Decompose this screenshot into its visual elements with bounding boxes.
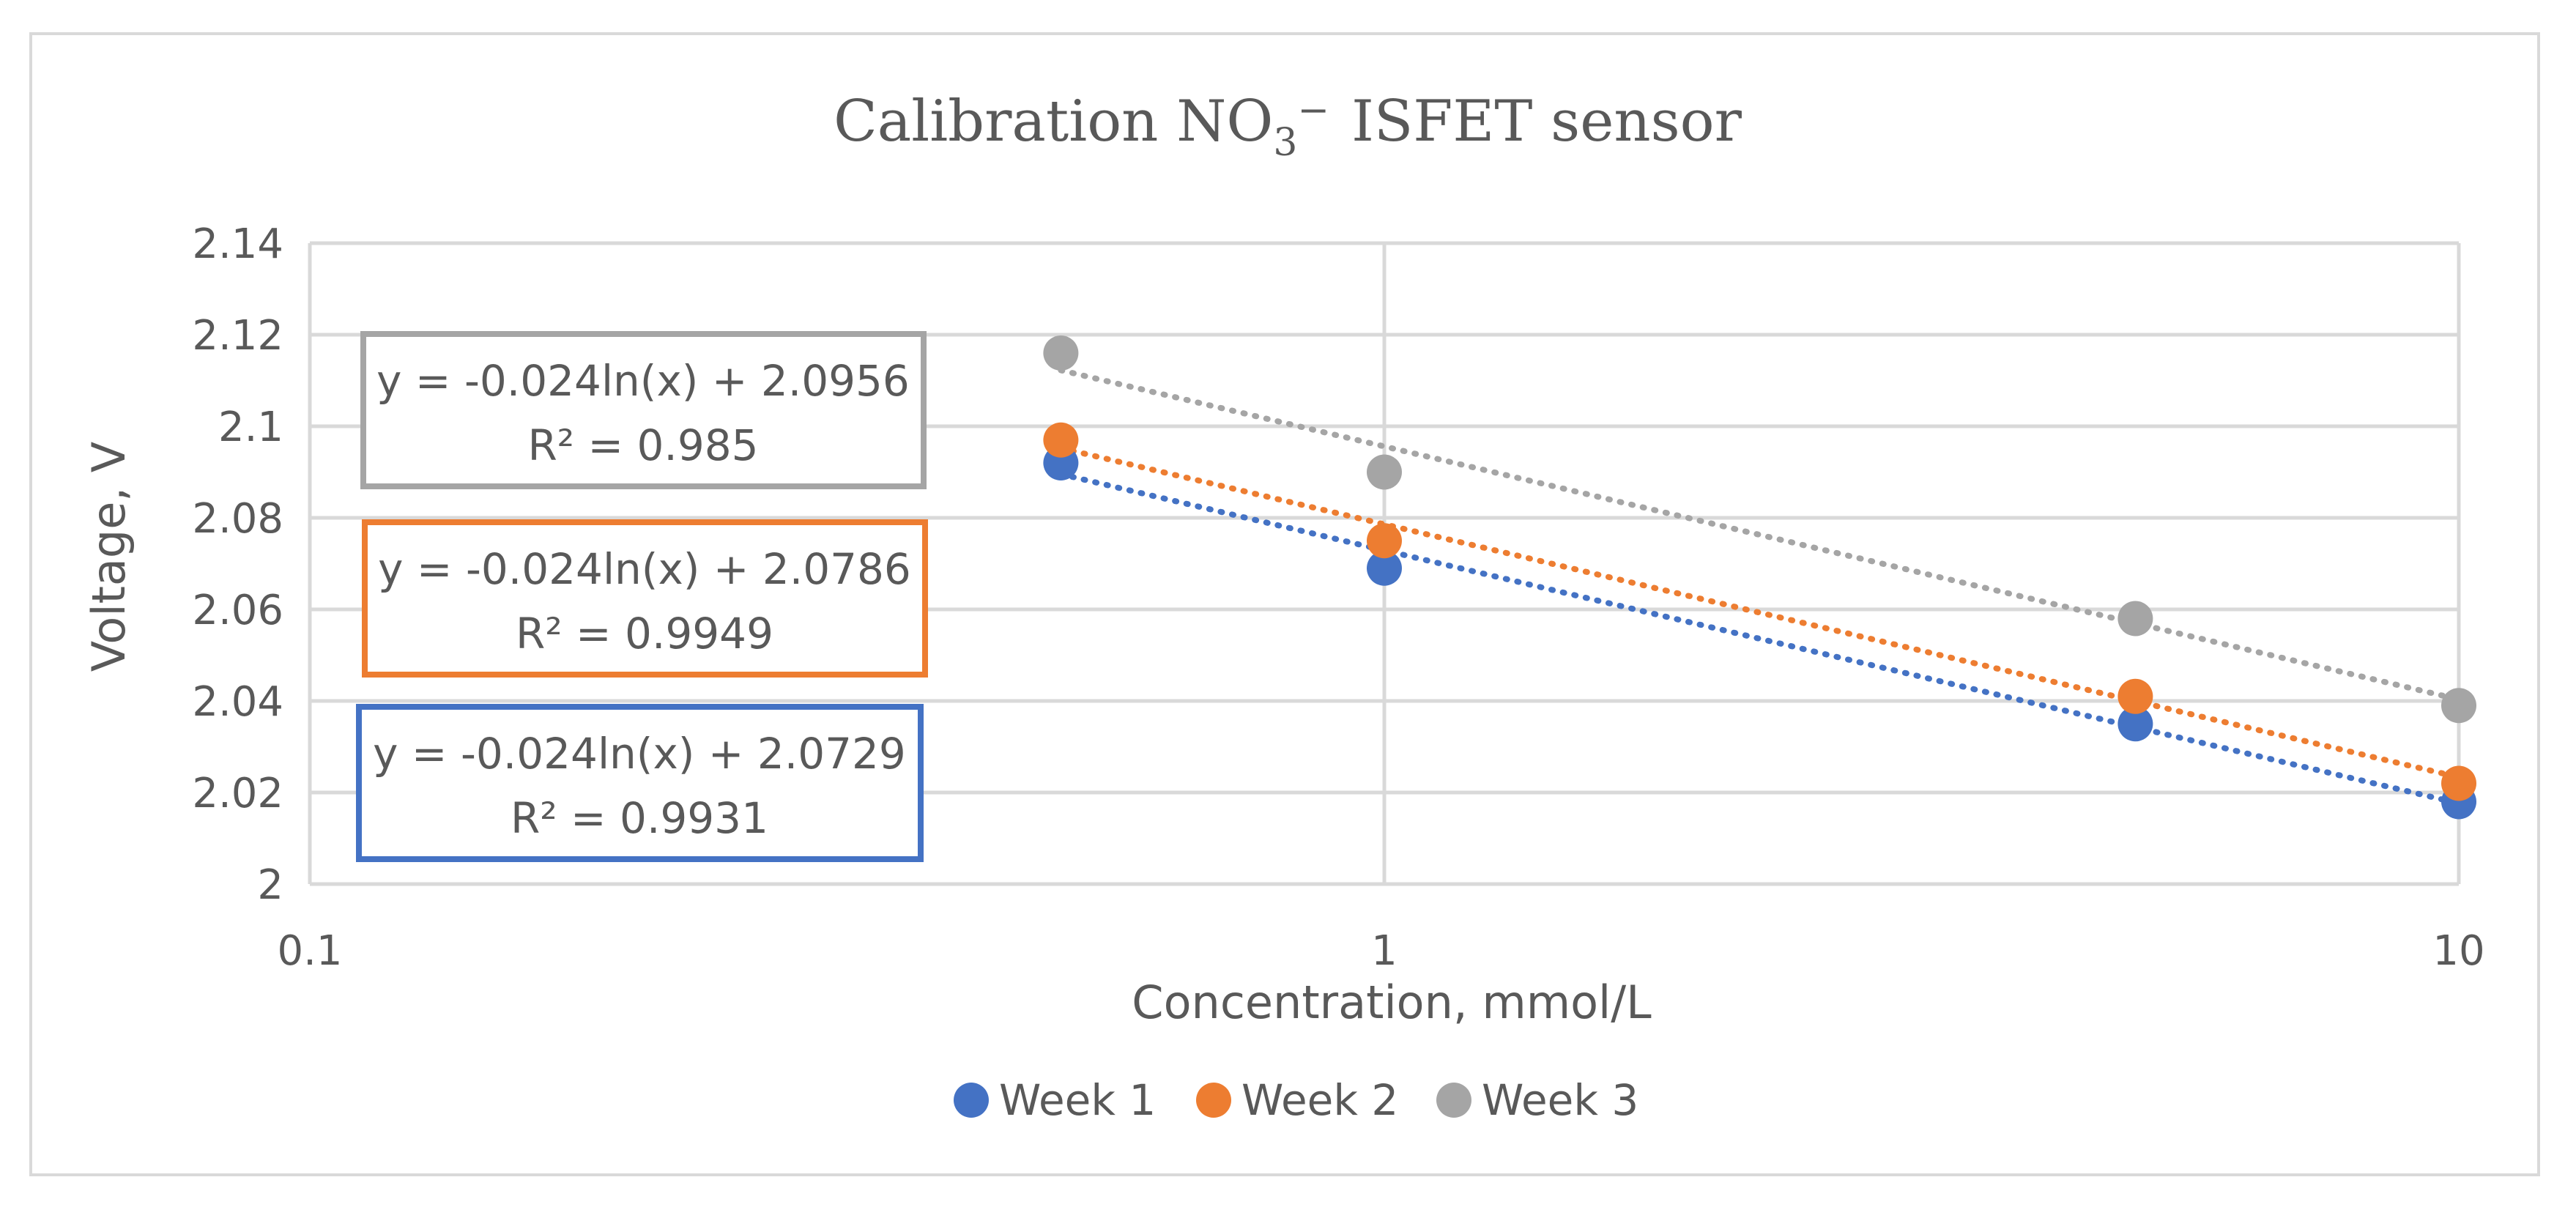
legend-label-week-3: Week 3 (1482, 1075, 1638, 1125)
equation-box-week-1-border (356, 704, 924, 862)
equation-box-week-3-border (360, 331, 927, 489)
r2-week-2: R² = 0.9949 (516, 609, 773, 658)
data-point-week-1 (1367, 550, 1402, 586)
equation-box-week-3: y = -0.024ln(x) + 2.0956 R² = 0.985 (360, 331, 927, 489)
trendline-week-2 (1058, 445, 2462, 781)
x-tick-labels: 0.1 1 10 (277, 927, 2484, 975)
data-point-week-3 (2441, 688, 2476, 724)
trendline-week-1 (1058, 471, 2462, 806)
r2-week-1: R² = 0.9931 (511, 793, 768, 843)
data-point-week-3 (1367, 454, 1402, 490)
y-tick-label: 2 (257, 861, 283, 909)
trendline-layer (1058, 367, 2462, 806)
data-point-week-3 (2117, 601, 2153, 636)
r2-week-3: R² = 0.985 (527, 420, 758, 470)
y-tick-label: 2.08 (192, 495, 283, 543)
equation-week-3: y = -0.024ln(x) + 2.0956 (376, 356, 910, 406)
legend: Week 1 Week 2 Week 3 (954, 1075, 1638, 1125)
equation-week-1: y = -0.024ln(x) + 2.0729 (373, 729, 906, 779)
data-point-week-2 (2117, 678, 2153, 714)
equation-week-2: y = -0.024ln(x) + 2.0786 (378, 544, 911, 594)
data-point-week-2 (2441, 765, 2476, 801)
chart-title-subscript: 3 (1273, 121, 1297, 165)
y-tick-label: 2.1 (218, 404, 283, 451)
y-tick-label: 2.02 (192, 770, 283, 817)
y-tick-labels: 2 2.02 2.04 2.06 2.08 2.1 2.12 2.14 (192, 220, 283, 909)
y-axis-label: Voltage, V (82, 442, 136, 672)
chart-title-suffix: ISFET sensor (1351, 89, 1742, 155)
legend-marker-week-2 (1196, 1083, 1231, 1118)
y-tick-label: 2.14 (192, 220, 283, 268)
equation-box-week-2-border (362, 519, 928, 678)
x-tick-label: 1 (1371, 927, 1398, 975)
legend-label-week-1: Week 1 (999, 1075, 1156, 1125)
legend-marker-week-3 (1436, 1083, 1471, 1118)
data-point-week-3 (1043, 335, 1079, 371)
trendline-week-3 (1058, 367, 2462, 702)
data-point-week-2 (1043, 422, 1079, 458)
x-tick-label: 10 (2432, 927, 2484, 975)
equation-box-week-1: y = -0.024ln(x) + 2.0729 R² = 0.9931 (356, 704, 924, 862)
y-tick-label: 2.04 (192, 678, 283, 726)
data-point-week-1 (2117, 706, 2153, 742)
x-tick-label: 0.1 (277, 927, 342, 975)
chart-title-superscript: − (1297, 89, 1329, 133)
point-layer (1043, 335, 2476, 820)
equation-box-week-2: y = -0.024ln(x) + 2.0786 R² = 0.9949 (362, 519, 928, 678)
x-axis-label: Concentration, mmol/L (1132, 976, 1652, 1029)
data-point-week-2 (1367, 523, 1402, 559)
chart-title-prefix: Calibration NO (834, 89, 1273, 155)
legend-label-week-2: Week 2 (1241, 1075, 1398, 1125)
chart-title: Calibration NO3− ISFET sensor (834, 89, 1742, 165)
y-tick-label: 2.06 (192, 587, 283, 634)
legend-marker-week-1 (954, 1083, 989, 1118)
y-tick-label: 2.12 (192, 312, 283, 360)
